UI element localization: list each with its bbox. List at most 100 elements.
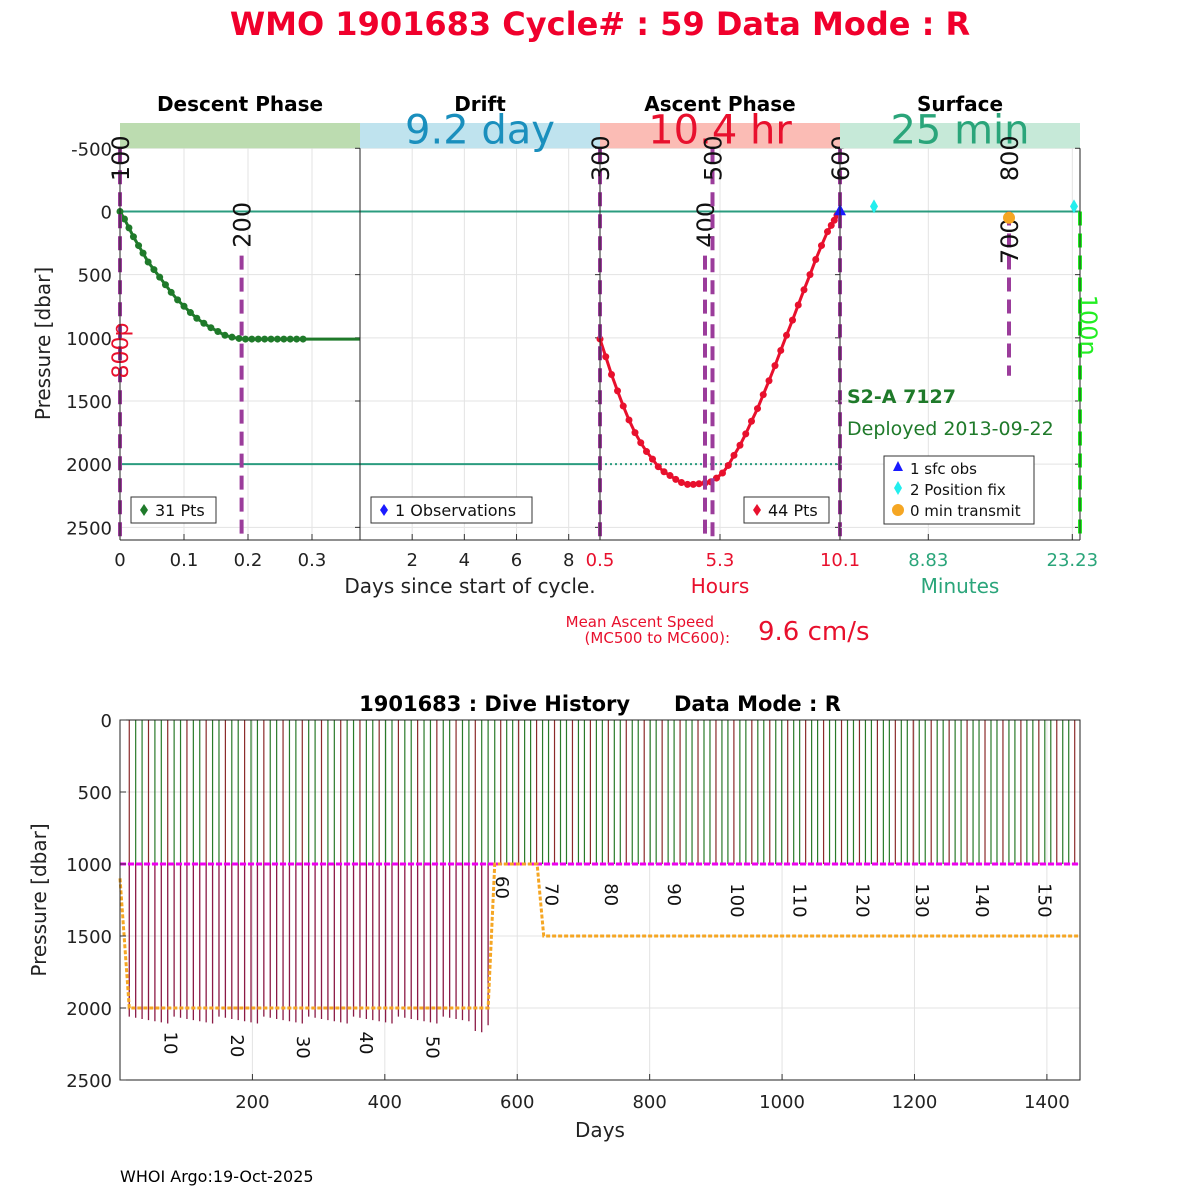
x-tick-label: 8.83 bbox=[908, 550, 948, 571]
data-point bbox=[186, 309, 194, 317]
x-axis-label: Hours bbox=[691, 574, 750, 598]
phase-bar bbox=[600, 123, 840, 149]
data-point bbox=[261, 335, 269, 343]
x-tick-label: 8 bbox=[563, 550, 574, 571]
plot-frame bbox=[119, 719, 1081, 1081]
data-point bbox=[267, 335, 275, 343]
x-tick-label: 2 bbox=[406, 550, 417, 571]
legend-text: 2 Position fix bbox=[910, 481, 1006, 499]
data-point bbox=[614, 387, 621, 395]
y-tick-label: 2000 bbox=[66, 455, 112, 476]
legend-text: 31 Pts bbox=[155, 501, 205, 520]
panel-legend: 31 Pts bbox=[130, 496, 217, 524]
legend-box bbox=[883, 455, 1035, 525]
data-point bbox=[765, 377, 773, 385]
data-point bbox=[241, 335, 249, 343]
cycle-label: 150 bbox=[1034, 883, 1055, 917]
x-tick-label: 200 bbox=[235, 1092, 269, 1113]
deploy-date: Deployed 2013-09-22 bbox=[847, 418, 1054, 440]
data-point bbox=[631, 429, 639, 437]
data-point bbox=[167, 288, 175, 296]
panel-legend: 1 Observations bbox=[370, 496, 533, 524]
data-point bbox=[666, 472, 674, 480]
data-point bbox=[783, 331, 790, 339]
cycle-label: 60 bbox=[491, 876, 512, 899]
panel-title: Surface bbox=[917, 92, 1003, 116]
series-line bbox=[118, 210, 304, 341]
surface-legend: 1 sfc obs 2 Position fix 0 min transmit bbox=[883, 455, 1035, 525]
x-tick-label: 6 bbox=[511, 550, 522, 571]
data-point bbox=[625, 416, 633, 424]
data-point bbox=[150, 266, 158, 274]
panel-legend: 44 Pts bbox=[743, 496, 830, 524]
ascent-speed-value: 9.6 cm/s bbox=[758, 617, 870, 647]
legend-marker bbox=[893, 461, 903, 471]
cycle-label: 100 bbox=[726, 883, 747, 917]
data-point bbox=[719, 469, 726, 477]
cycle-label: 130 bbox=[911, 883, 932, 917]
x-tick-label: 0.5 bbox=[586, 550, 615, 571]
x-tick-label: 10.1 bbox=[820, 550, 860, 571]
data-point bbox=[180, 302, 188, 310]
data-point bbox=[748, 417, 755, 425]
data-point bbox=[619, 402, 627, 410]
x-tick-label: 800 bbox=[632, 1092, 666, 1113]
x-axis-label: Days bbox=[575, 1118, 625, 1142]
data-point bbox=[174, 296, 182, 304]
data-point bbox=[736, 441, 744, 449]
data-point bbox=[120, 215, 128, 223]
event-label: 400 bbox=[692, 202, 720, 248]
data-point bbox=[207, 324, 215, 332]
position-fix-marker bbox=[1070, 199, 1078, 214]
data-point bbox=[789, 316, 796, 324]
y-axis-label: Pressure [dbar] bbox=[31, 267, 55, 420]
data-point bbox=[689, 480, 697, 488]
event-label: 800 bbox=[996, 135, 1024, 181]
transmit-marker bbox=[1003, 211, 1015, 224]
data-point bbox=[695, 480, 703, 488]
x-tick-label: 1200 bbox=[892, 1092, 938, 1113]
data-point bbox=[228, 333, 236, 341]
legend-marker bbox=[380, 504, 388, 516]
data-point bbox=[193, 314, 201, 322]
cycle-label: 110 bbox=[789, 883, 810, 917]
cycle-label: 10 bbox=[160, 1032, 181, 1055]
x-axis-label: Days since start of cycle. bbox=[344, 574, 595, 598]
event-label: 800p bbox=[109, 322, 134, 378]
legend-box bbox=[370, 496, 533, 524]
ascent-speed-label: Mean Ascent Speed bbox=[566, 613, 714, 631]
cycle-label: 80 bbox=[600, 883, 621, 906]
phase-bar bbox=[360, 123, 600, 149]
legend-marker bbox=[892, 504, 904, 516]
y-tick-label: 500 bbox=[78, 783, 112, 804]
x-tick-label: 600 bbox=[500, 1092, 534, 1113]
legend-text: 1 Observations bbox=[395, 501, 516, 520]
cycle-label: 20 bbox=[226, 1034, 247, 1057]
phase-bar bbox=[120, 123, 360, 149]
data-point bbox=[280, 335, 288, 343]
phase-duration: 10.4 hr bbox=[648, 107, 792, 153]
event-label: 700 bbox=[996, 218, 1024, 264]
data-point bbox=[161, 281, 169, 289]
y-tick-label: 1000 bbox=[66, 855, 112, 876]
x-tick-label: 400 bbox=[368, 1092, 402, 1113]
data-point bbox=[144, 258, 152, 266]
legend-marker bbox=[894, 481, 902, 495]
data-point bbox=[800, 286, 808, 294]
phase-bar bbox=[840, 123, 1080, 149]
data-point bbox=[129, 233, 137, 241]
dive-history-chart: 10 20 30 40 50 60 70 80 90 100 110 120 130 140 150 200 4… bbox=[27, 692, 1081, 1142]
x-tick-label: 0 bbox=[114, 550, 125, 571]
data-point bbox=[643, 448, 650, 456]
data-point bbox=[156, 273, 164, 281]
data-point bbox=[602, 353, 610, 361]
x-tick-label: 4 bbox=[459, 550, 470, 571]
data-point bbox=[135, 242, 143, 250]
data-point bbox=[286, 335, 294, 343]
data-point bbox=[759, 391, 767, 399]
event-label: 300 bbox=[587, 135, 615, 181]
